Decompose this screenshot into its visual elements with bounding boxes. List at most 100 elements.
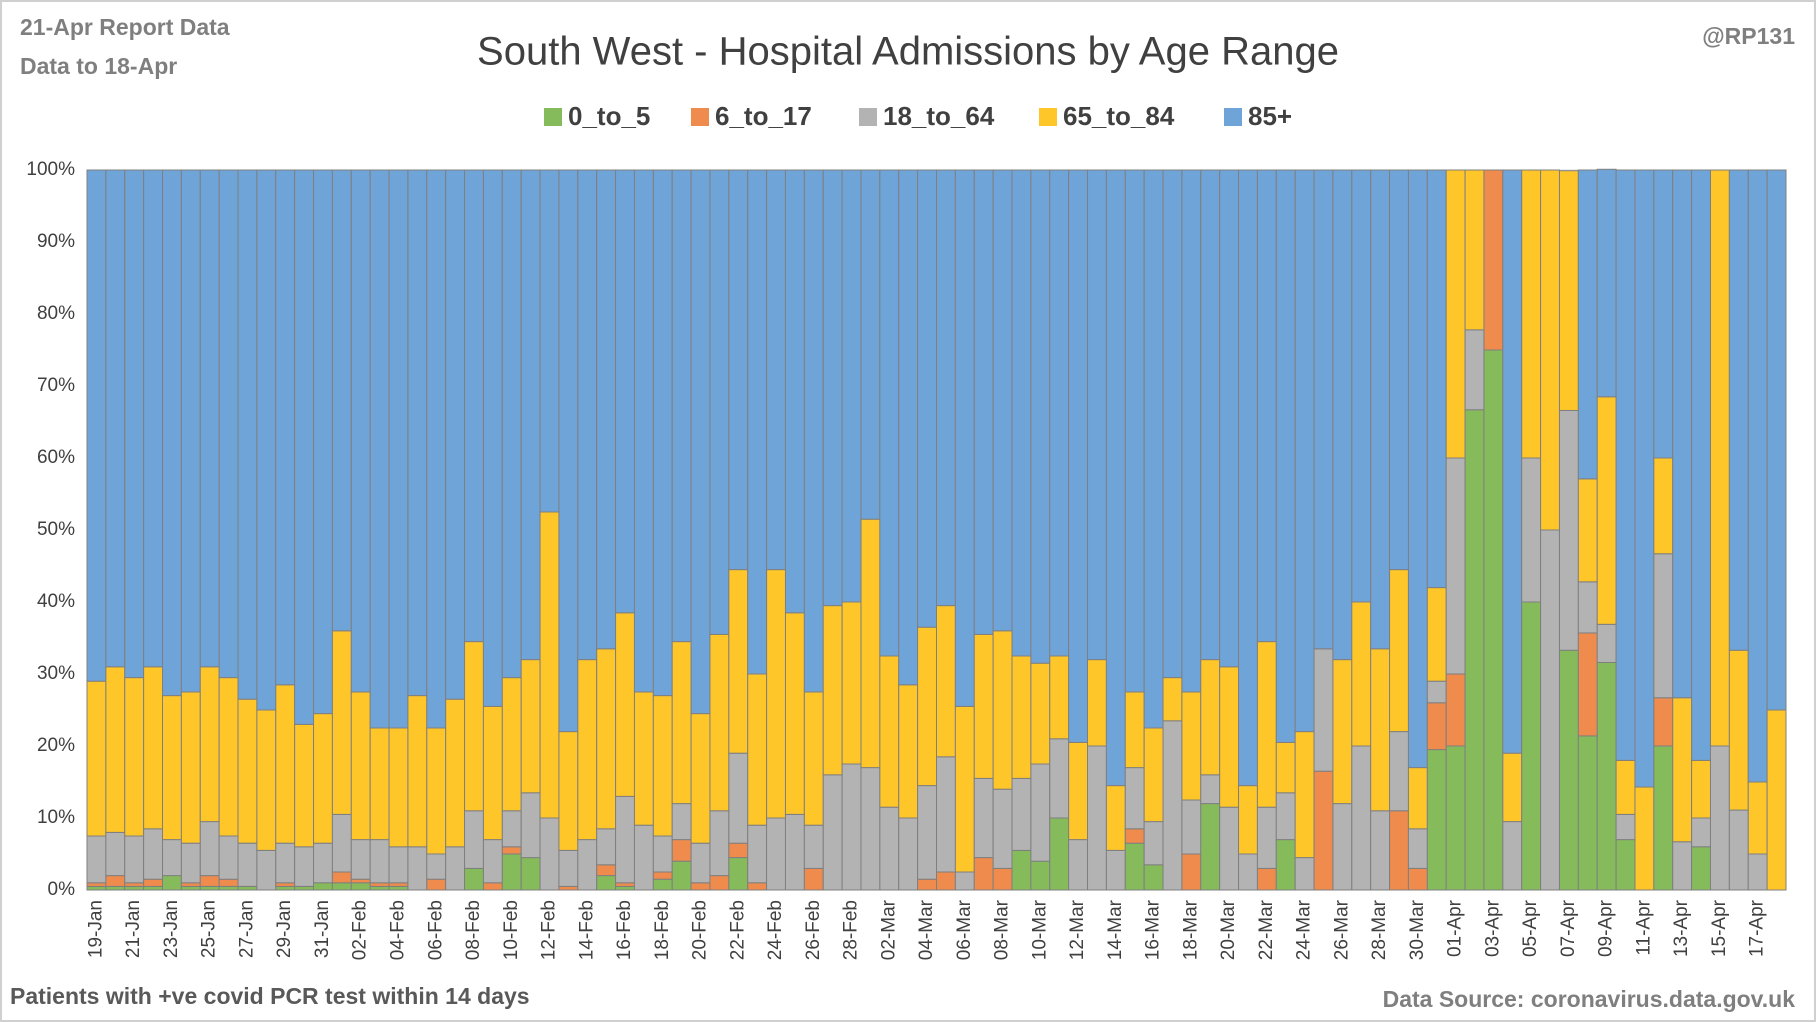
bar-segment [973,857,994,891]
bar-segment [105,831,126,877]
bar-segment [615,882,635,887]
legend-swatch [544,108,562,126]
bar-segment [1672,169,1693,699]
bar-segment [1540,529,1560,891]
bar-segment [1521,601,1542,891]
bar-segment [1068,741,1089,841]
bar-segment [407,846,428,891]
bar-segment [690,882,711,891]
bar-segment [1181,169,1202,693]
x-tick-label: 12-Feb [539,900,560,960]
bar-segment [803,691,824,826]
legend-label: 18_to_64 [883,101,995,131]
x-tick-label: 14-Feb [576,900,597,960]
bar-segment [1105,169,1126,787]
bar-segment [464,641,484,812]
y-tick-label: 10% [37,807,75,828]
bar-segment [1030,169,1051,664]
bar-segment [501,169,522,679]
bar-segment [822,605,843,776]
bar-segment [596,648,617,830]
x-tick-label: 18-Feb [652,900,673,960]
bar-segment [709,810,730,877]
bar-segment [803,169,824,693]
bar-segment [1521,457,1542,603]
y-tick-label: 80% [37,303,75,324]
bar-segment [766,169,786,571]
bar-segment [86,169,107,682]
bar-segment [1049,655,1070,740]
bar-segment [1747,853,1768,891]
bar-segment [1691,817,1711,848]
bar-segment [1747,169,1768,783]
bar-segment [331,630,352,815]
bar-segment [709,169,730,635]
bar-segment [313,713,333,844]
bar-segment [331,169,352,632]
bar-segment [199,666,220,823]
bar-segment [313,842,333,884]
legend-label: 65_to_84 [1063,101,1175,131]
y-tick-label: 100% [26,159,75,180]
bar-segment [350,691,371,841]
bar-segment [633,691,654,826]
bar-segment [917,626,937,787]
bar-segment [615,612,635,797]
data-note: Data to 18-Apr [20,53,177,79]
bar-segment [218,878,239,887]
bar-segment [1577,632,1598,737]
bar-segment [577,169,598,661]
bar-segment [633,824,654,891]
bar-segment [539,169,560,513]
x-tick-label: 28-Feb [841,900,862,960]
bar-segment [407,695,428,848]
bar-segment [445,169,466,700]
bar-segment [1540,169,1560,531]
bar-segment [1653,697,1674,747]
bar-segment [1256,641,1277,808]
bar-segment [1162,677,1183,722]
bar-segment [841,601,862,765]
bar-segment [350,882,371,891]
bar-segment [86,680,107,837]
x-tick-label: 12-Mar [1067,899,1088,960]
bar-segment [671,860,692,891]
bar-segment [313,169,333,715]
x-tick-label: 04-Feb [387,900,408,960]
bar-segment [1407,867,1428,891]
bar-segment [1596,661,1617,891]
bar-segment [1256,169,1277,643]
bar-segment [1426,680,1447,704]
bar-segment [1502,752,1523,823]
bar-segment [1691,169,1711,761]
bar-segment [1728,649,1749,811]
bar-segment [105,875,126,887]
bar-segment [747,169,768,675]
bar-segment [1407,828,1428,869]
x-tick-label: 15-Apr [1709,899,1730,957]
bar-segment [1370,169,1391,650]
bar-segment [728,842,749,859]
bar-segment [992,788,1013,869]
bar-segment [1558,409,1579,651]
bar-segment [1238,785,1258,855]
bar-segment [954,705,975,873]
bar-segment [1294,169,1315,733]
bar-segment [199,875,220,887]
bar-segment [1275,839,1296,891]
bar-segment [1030,662,1051,765]
bar-segment [86,885,107,891]
x-tick-label: 26-Mar [1331,899,1352,960]
bar-segment [369,839,390,884]
bar-segment [162,169,182,697]
bar-segment [275,885,296,891]
bar-segment [1596,168,1617,398]
bar-segment [1275,741,1296,794]
bar-segment [690,842,711,884]
bar-segment [954,871,975,891]
bar-segment [218,169,239,679]
bar-segment [596,875,617,891]
bar-segment [1389,810,1409,891]
bar-segment [1389,731,1409,812]
